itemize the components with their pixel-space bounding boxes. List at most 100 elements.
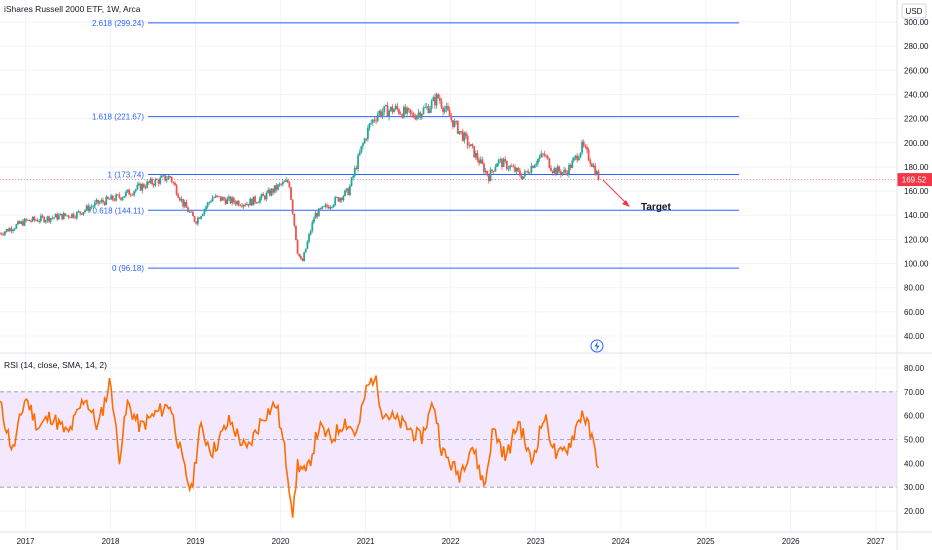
candle-body	[56, 214, 59, 220]
candle-body	[393, 109, 395, 113]
candle-body	[208, 202, 211, 203]
candle-body	[505, 161, 508, 169]
candle-body	[344, 190, 346, 197]
candle-body	[4, 231, 6, 235]
candle-body	[370, 122, 373, 124]
candle-body	[432, 97, 435, 101]
price-tick-label: 280.00	[904, 42, 929, 51]
candle-body	[558, 166, 561, 172]
candle-body	[496, 163, 498, 168]
candle-body	[437, 94, 440, 98]
candle-body	[440, 101, 443, 108]
candle-body	[236, 201, 238, 205]
candle-body	[347, 188, 350, 196]
candle-body	[134, 189, 137, 192]
candle-body	[15, 224, 18, 229]
candle-body	[465, 132, 467, 136]
candle-body	[491, 169, 494, 171]
candle-body	[231, 197, 234, 204]
lightning-icon[interactable]	[590, 339, 604, 353]
candle-body	[237, 201, 240, 206]
candle-body	[210, 201, 212, 203]
candle-body	[407, 108, 410, 110]
candle-body	[46, 216, 49, 221]
candle-body	[514, 166, 516, 172]
candle-body	[35, 220, 37, 221]
candle-body	[206, 202, 209, 207]
candle-body	[350, 177, 353, 187]
candle-body	[200, 216, 203, 219]
candle-body	[198, 217, 201, 219]
candle-body	[327, 206, 330, 209]
candle-body	[563, 169, 565, 173]
candle-body	[33, 216, 36, 221]
current-price-label: 169.52	[902, 176, 927, 185]
candle-body	[399, 113, 402, 115]
candle-body	[154, 179, 157, 186]
candle-body	[23, 218, 26, 226]
candle-body	[357, 155, 359, 170]
fib-level-label: 1 (173.74)	[108, 170, 145, 179]
price-axis[interactable]: 40.00 60.00 80.00 100.00 120.00 140.00 160.00 1…	[904, 18, 929, 341]
candle-body	[551, 170, 554, 174]
candle-body	[319, 208, 322, 210]
candle-body	[492, 170, 495, 172]
fib-level-label: 0.618 (144.11)	[93, 206, 145, 215]
candle-body	[159, 177, 162, 184]
candle-body	[401, 114, 404, 118]
rsi-axis[interactable]: 20.00 30.00 40.00 50.00 60.00 70.00 80.00	[904, 364, 925, 516]
candle-body	[349, 186, 351, 196]
candle-body	[353, 167, 356, 176]
candle-body	[375, 120, 377, 122]
candle-body	[406, 108, 409, 114]
candle-body	[402, 106, 405, 118]
candle-body	[129, 194, 132, 196]
candle-body	[416, 115, 418, 120]
candle-body	[450, 116, 453, 121]
fibonacci-levels[interactable]: 2.618 (299.24) 1.618 (221.67) 1 (173.74) 0.…	[92, 19, 739, 273]
candle-body	[252, 196, 255, 206]
candle-body	[142, 184, 145, 188]
candle-body	[523, 171, 526, 177]
candle-body	[103, 202, 106, 205]
candle-body	[278, 183, 281, 185]
candle-body	[295, 225, 297, 241]
time-tick-label: 2020	[272, 537, 290, 546]
candle-body	[21, 221, 24, 226]
candle-body	[414, 117, 417, 120]
rsi-tick-label: 60.00	[904, 412, 925, 421]
candle-body	[20, 221, 23, 224]
candle-body	[334, 197, 337, 205]
candle-body	[267, 189, 270, 193]
currency-button[interactable]	[901, 3, 927, 19]
target-arrow-head	[622, 200, 630, 207]
rsi-tick-label: 40.00	[904, 459, 925, 468]
candle-body	[342, 196, 345, 201]
candle-body	[479, 159, 482, 164]
candle-body	[44, 220, 47, 223]
time-axis[interactable]: 2017 2018 2019 2020 2021 2022 2023 2024 2025 2026…	[17, 537, 886, 546]
currency-label: USD	[906, 7, 923, 16]
rsi-tick-label: 20.00	[904, 507, 925, 516]
candle-body	[226, 198, 229, 204]
price-tick-label: 80.00	[904, 284, 925, 293]
candle-body	[43, 217, 46, 223]
target-arrow-line[interactable]	[602, 179, 629, 206]
candle-body	[177, 194, 180, 198]
candle-body	[75, 212, 78, 218]
candle-body	[532, 165, 534, 168]
candle-body	[7, 229, 10, 232]
candle-body	[8, 228, 11, 232]
candle-body	[322, 206, 325, 208]
candle-body	[435, 94, 438, 106]
time-tick-label: 2027	[867, 537, 885, 546]
candle-body	[229, 196, 232, 204]
candle-body	[152, 184, 155, 186]
candle-body	[597, 171, 600, 180]
candle-body	[263, 195, 266, 200]
time-tick-label: 2022	[442, 537, 460, 546]
candle-body	[546, 156, 549, 159]
candle-body	[13, 228, 16, 230]
candle-body	[425, 106, 428, 108]
